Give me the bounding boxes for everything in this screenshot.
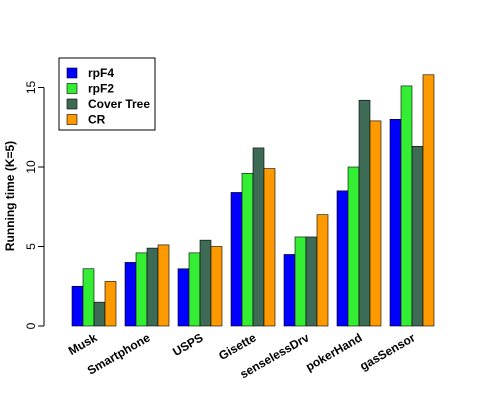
- bar-smartphone-cover-tree: [146, 247, 159, 327]
- bar-musk-rpf4: [71, 285, 84, 327]
- bar-usps-cr: [210, 246, 223, 327]
- x-tick-label: Gisette: [216, 330, 259, 363]
- bar-pokerhand-cr: [369, 120, 382, 327]
- bar-usps-rpf2: [188, 252, 201, 327]
- bar-usps-cover-tree: [199, 239, 212, 327]
- legend-label: rpF2: [88, 82, 114, 96]
- y-tick-label: 0: [24, 322, 38, 329]
- bar-smartphone-rpf4: [124, 262, 137, 327]
- legend-swatch: [66, 83, 78, 94]
- bar-gisette-cover-tree: [252, 147, 265, 327]
- y-axis: 0 5 10 15: [24, 81, 45, 329]
- bar-senselessdrv-rpf2: [294, 236, 307, 327]
- x-tick-label: gasSensor: [357, 330, 417, 373]
- bar-gisette-rpf2: [241, 173, 254, 327]
- bar-musk-cr: [104, 281, 117, 327]
- legend-swatch: [66, 98, 78, 110]
- y-tick-label: 15: [24, 81, 38, 95]
- bar-smartphone-cr: [157, 244, 170, 327]
- bar-senselessdrv-rpf4: [283, 254, 296, 327]
- bar-musk-cover-tree: [93, 301, 106, 327]
- legend-swatch: [66, 114, 78, 125]
- y-axis-label: Running time (K=5): [3, 141, 17, 251]
- x-tick-label: Musk: [66, 330, 100, 358]
- bar-senselessdrv-cover-tree: [305, 236, 318, 327]
- legend-label: Cover Tree: [88, 97, 150, 111]
- bar-usps-rpf4: [177, 268, 190, 327]
- bar-gisette-cr: [263, 168, 276, 327]
- bar-pokerhand-cover-tree: [358, 99, 371, 327]
- y-tick-label: 10: [24, 160, 38, 174]
- bar-smartphone-rpf2: [135, 252, 148, 327]
- x-tick-label: USPS: [170, 330, 205, 358]
- bar-gassensor-cover-tree: [411, 146, 424, 327]
- bar-gassensor-cr: [422, 74, 435, 327]
- bar-pokerhand-rpf2: [347, 166, 360, 327]
- y-tick-label: 5: [24, 243, 38, 250]
- bar-pokerhand-rpf4: [336, 190, 349, 327]
- x-tick-label: pokerHand: [303, 330, 364, 373]
- legend-label: rpF4: [88, 66, 114, 80]
- legend-swatch: [66, 67, 78, 79]
- bar-gassensor-rpf4: [389, 119, 402, 327]
- legend-label: CR: [88, 113, 106, 127]
- bar-musk-rpf2: [82, 268, 95, 327]
- bar-gisette-rpf4: [230, 192, 243, 327]
- bars-group: [71, 74, 435, 327]
- bar-gassensor-rpf2: [400, 85, 413, 327]
- bar-senselessdrv-cr: [316, 214, 329, 327]
